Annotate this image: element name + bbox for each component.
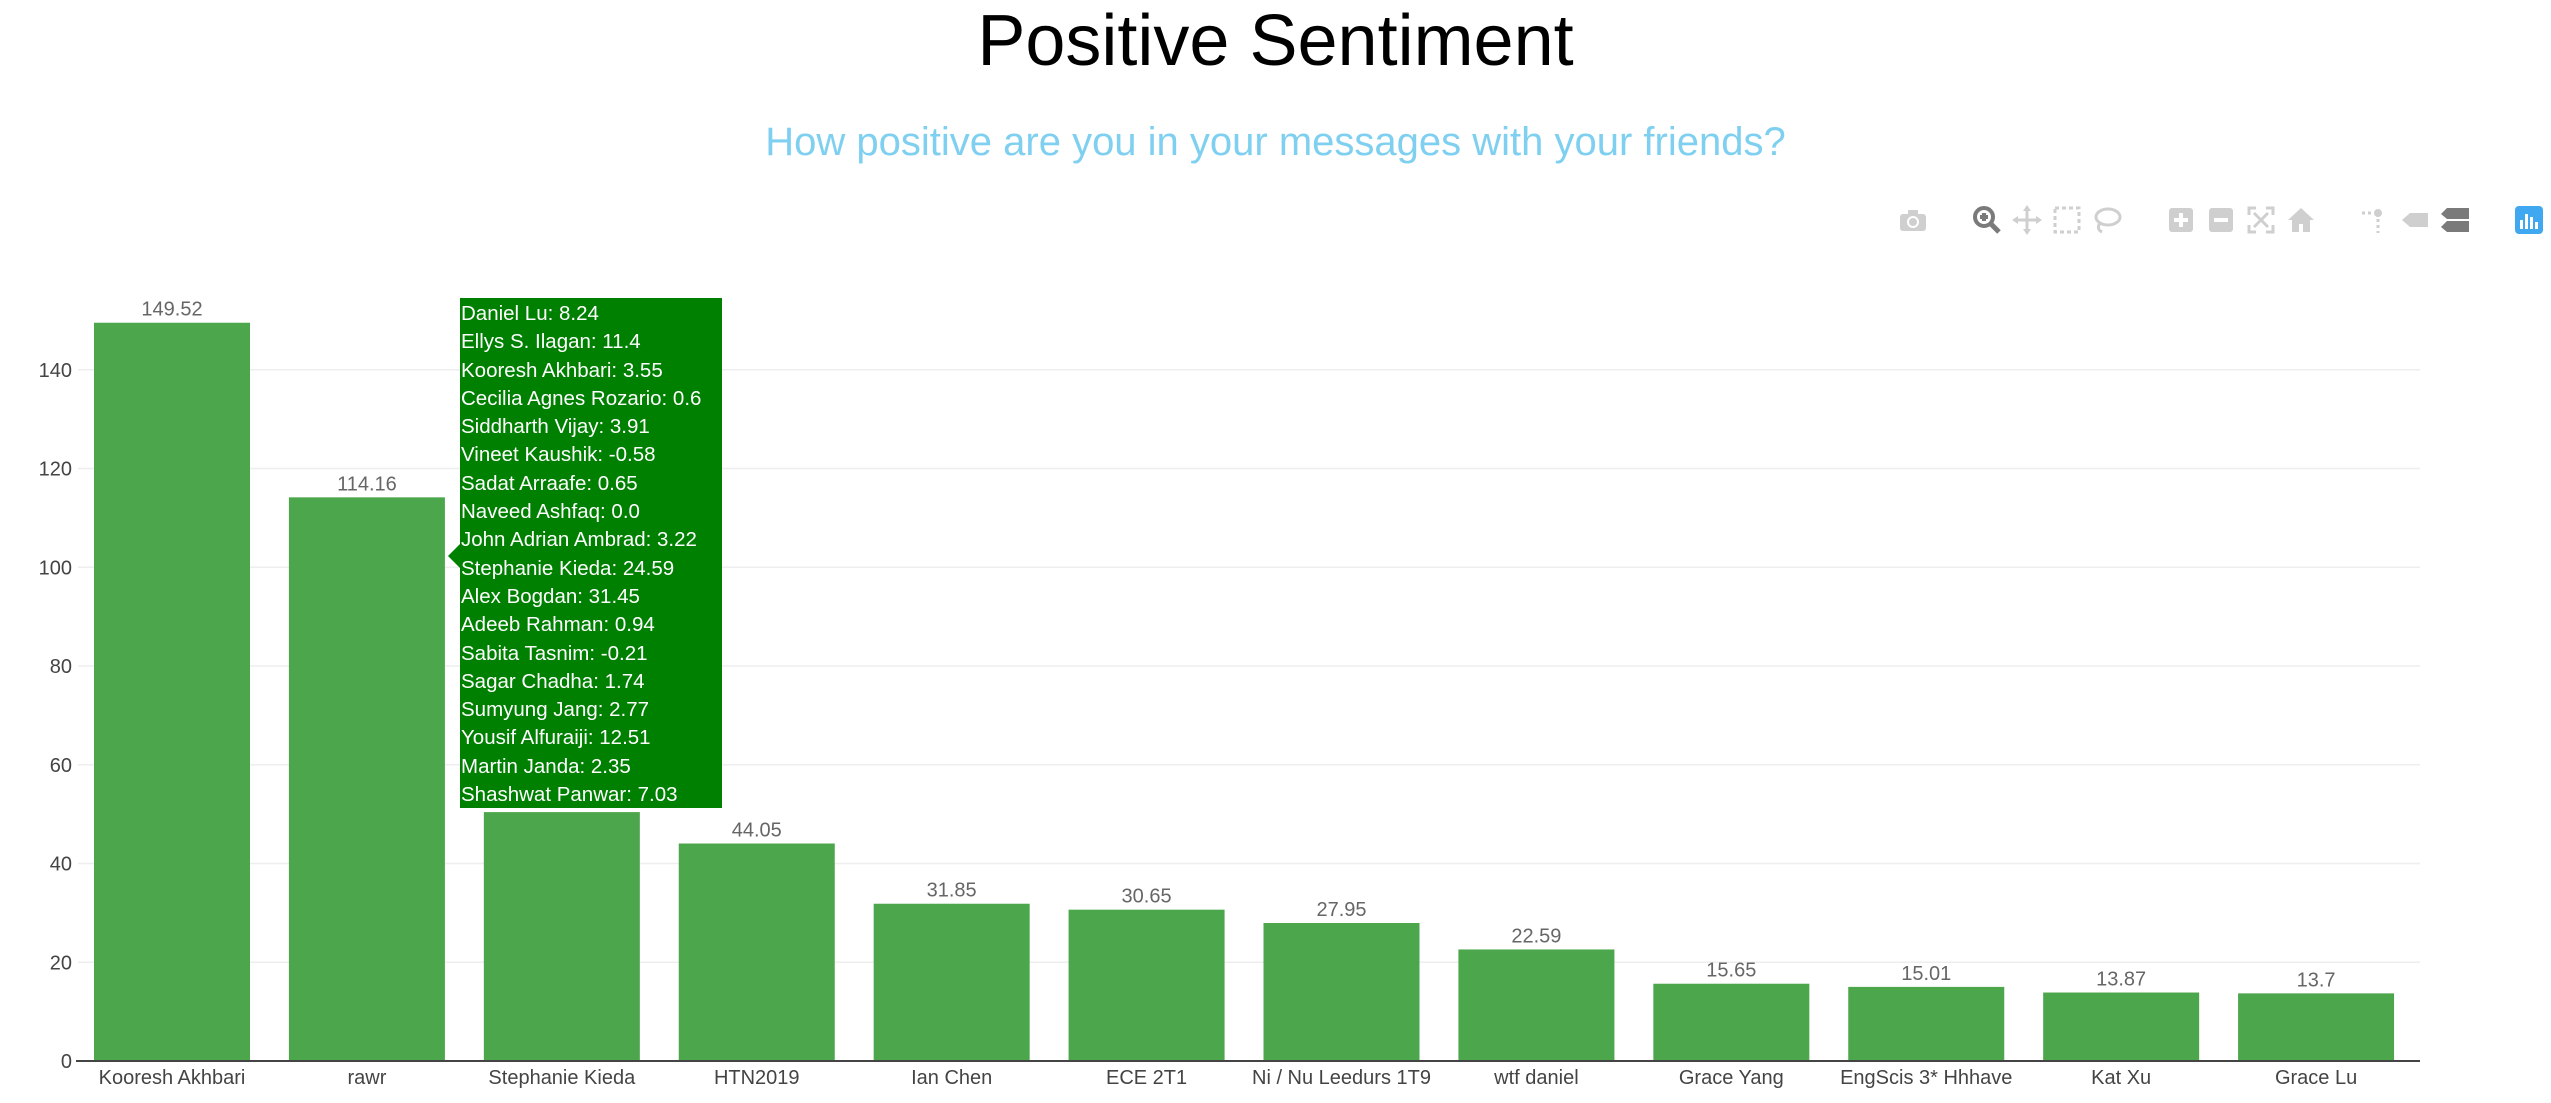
modebar-group-logo <box>2509 200 2549 240</box>
y-tick-label: 100 <box>39 557 72 579</box>
bar-value-label: 149.52 <box>141 299 202 321</box>
x-tick-label: ECE 2T1 <box>1106 1067 1187 1089</box>
bar[interactable] <box>94 322 250 1061</box>
bar-value-label: 13.87 <box>2096 969 2146 991</box>
hover-compare-icon[interactable] <box>2435 200 2475 240</box>
zoom-out-icon[interactable] <box>2201 200 2241 240</box>
hover-line: Vineet Kaushik: -0.58 <box>461 443 656 467</box>
modebar-group-hover <box>2355 200 2475 240</box>
chart-subtitle: How positive are you in your messages wi… <box>765 120 1786 164</box>
bar-value-label: 30.65 <box>1122 886 1172 908</box>
bar-value-label: 44.05 <box>732 820 782 842</box>
bar[interactable] <box>1653 983 1810 1061</box>
y-tick-label: 80 <box>50 656 72 678</box>
bars: 149.52114.1650.4144.0531.8530.6527.9522.… <box>94 299 2395 1062</box>
bar[interactable] <box>1458 949 1615 1061</box>
y-tick-label: 140 <box>39 360 72 382</box>
zoom-in-icon[interactable] <box>2161 200 2201 240</box>
y-tick-label: 40 <box>50 854 72 876</box>
bar-value-label: 27.95 <box>1316 899 1366 921</box>
bar-value-label: 22.59 <box>1511 925 1561 947</box>
x-tick-label: wtf daniel <box>1493 1067 1579 1089</box>
hover-line: Alex Bogdan: 31.45 <box>461 584 640 608</box>
hover-line: Daniel Lu: 8.24 <box>461 302 599 325</box>
x-tick-label: Grace Yang <box>1679 1067 1784 1089</box>
hover-line: Yousif Alfuraiji: 12.51 <box>461 726 651 750</box>
autoscale-icon[interactable] <box>2241 200 2281 240</box>
hover-line: Sumyung Jang: 2.77 <box>461 698 650 722</box>
box-select-icon[interactable] <box>2047 200 2087 240</box>
modebar-group-export <box>1893 200 1933 240</box>
bar-value-label: 31.85 <box>927 880 977 902</box>
bar[interactable] <box>483 812 640 1061</box>
bar-value-label: 13.7 <box>2297 969 2336 991</box>
hover-line: Sadat Arraafe: 0.65 <box>461 471 638 495</box>
hover-line: John Adrian Ambrad: 3.22 <box>461 528 697 552</box>
hover-line: Stephanie Kieda: 24.59 <box>461 556 675 580</box>
bar[interactable] <box>873 903 1030 1061</box>
x-tick-label: Ian Chen <box>911 1067 992 1089</box>
x-axis: Kooresh Akhbari rawr Stephanie Kieda HTN201… <box>99 1067 2358 1089</box>
hover-line: Cecilia Agnes Rozario: 0.6 <box>461 386 702 410</box>
modebar <box>1859 200 2549 240</box>
modebar-group-drag <box>1967 200 2127 240</box>
y-tick-label: 20 <box>50 952 72 974</box>
spike-lines-icon[interactable] <box>2355 200 2395 240</box>
x-tick-label: HTN2019 <box>714 1067 800 1089</box>
home-icon[interactable] <box>2281 200 2321 240</box>
hover-line: Ellys S. Ilagan: 11.4 <box>461 330 641 354</box>
y-tick-label: 60 <box>50 755 72 777</box>
bar[interactable] <box>288 497 445 1062</box>
hover-line: Siddharth Vijay: 3.91 <box>461 415 650 439</box>
hover-pointer <box>448 544 460 568</box>
camera-icon[interactable] <box>1893 200 1933 240</box>
x-tick-label: EngScis 3* Hhhave <box>1840 1067 2012 1089</box>
x-tick-label: rawr <box>347 1067 386 1089</box>
x-tick-label: Ni / Nu Leedurs 1T9 <box>1252 1067 1431 1089</box>
plotly-logo-icon[interactable] <box>2509 200 2549 240</box>
lasso-select-icon[interactable] <box>2087 200 2127 240</box>
chart-title: Positive Sentiment <box>977 1 1574 81</box>
x-tick-label: Kat Xu <box>2091 1067 2151 1089</box>
hover-closest-icon[interactable] <box>2395 200 2435 240</box>
x-tick-label: Grace Lu <box>2275 1067 2357 1089</box>
y-tick-label: 120 <box>39 459 72 481</box>
bar-value-label: 114.16 <box>337 473 397 495</box>
y-axis: 0 20 40 60 80 100 120 140 <box>39 360 72 1073</box>
bar[interactable] <box>1263 922 1420 1061</box>
hover-tooltip: Daniel Lu: 8.24 Ellys S. Ilagan: 11.4 Koor… <box>460 298 722 808</box>
hover-line: Sagar Chadha: 1.74 <box>461 669 645 693</box>
hover-line: Sabita Tasnim: -0.21 <box>461 641 648 665</box>
modebar-group-zoom <box>2161 200 2321 240</box>
bar[interactable] <box>678 843 835 1061</box>
bar-value-label: 15.65 <box>1706 960 1756 982</box>
x-tick-label: Kooresh Akhbari <box>99 1067 246 1089</box>
bar-value-label: 15.01 <box>1901 963 1951 985</box>
pan-icon[interactable] <box>2007 200 2047 240</box>
hover-line: Shashwat Panwar: 7.03 <box>461 783 678 807</box>
bar[interactable] <box>2043 992 2200 1061</box>
bar[interactable] <box>2238 993 2395 1061</box>
y-tick-label: 0 <box>61 1051 72 1073</box>
hover-line: Martin Janda: 2.35 <box>461 754 631 778</box>
hover-line: Kooresh Akhbari: 3.55 <box>461 358 663 382</box>
hover-line: Naveed Ashfaq: 0.0 <box>461 500 640 524</box>
bar[interactable] <box>1848 986 2005 1061</box>
bar[interactable] <box>1068 909 1225 1061</box>
hover-line: Adeeb Rahman: 0.94 <box>461 613 655 637</box>
zoom-icon[interactable] <box>1967 200 2007 240</box>
x-tick-label: Stephanie Kieda <box>488 1067 636 1089</box>
